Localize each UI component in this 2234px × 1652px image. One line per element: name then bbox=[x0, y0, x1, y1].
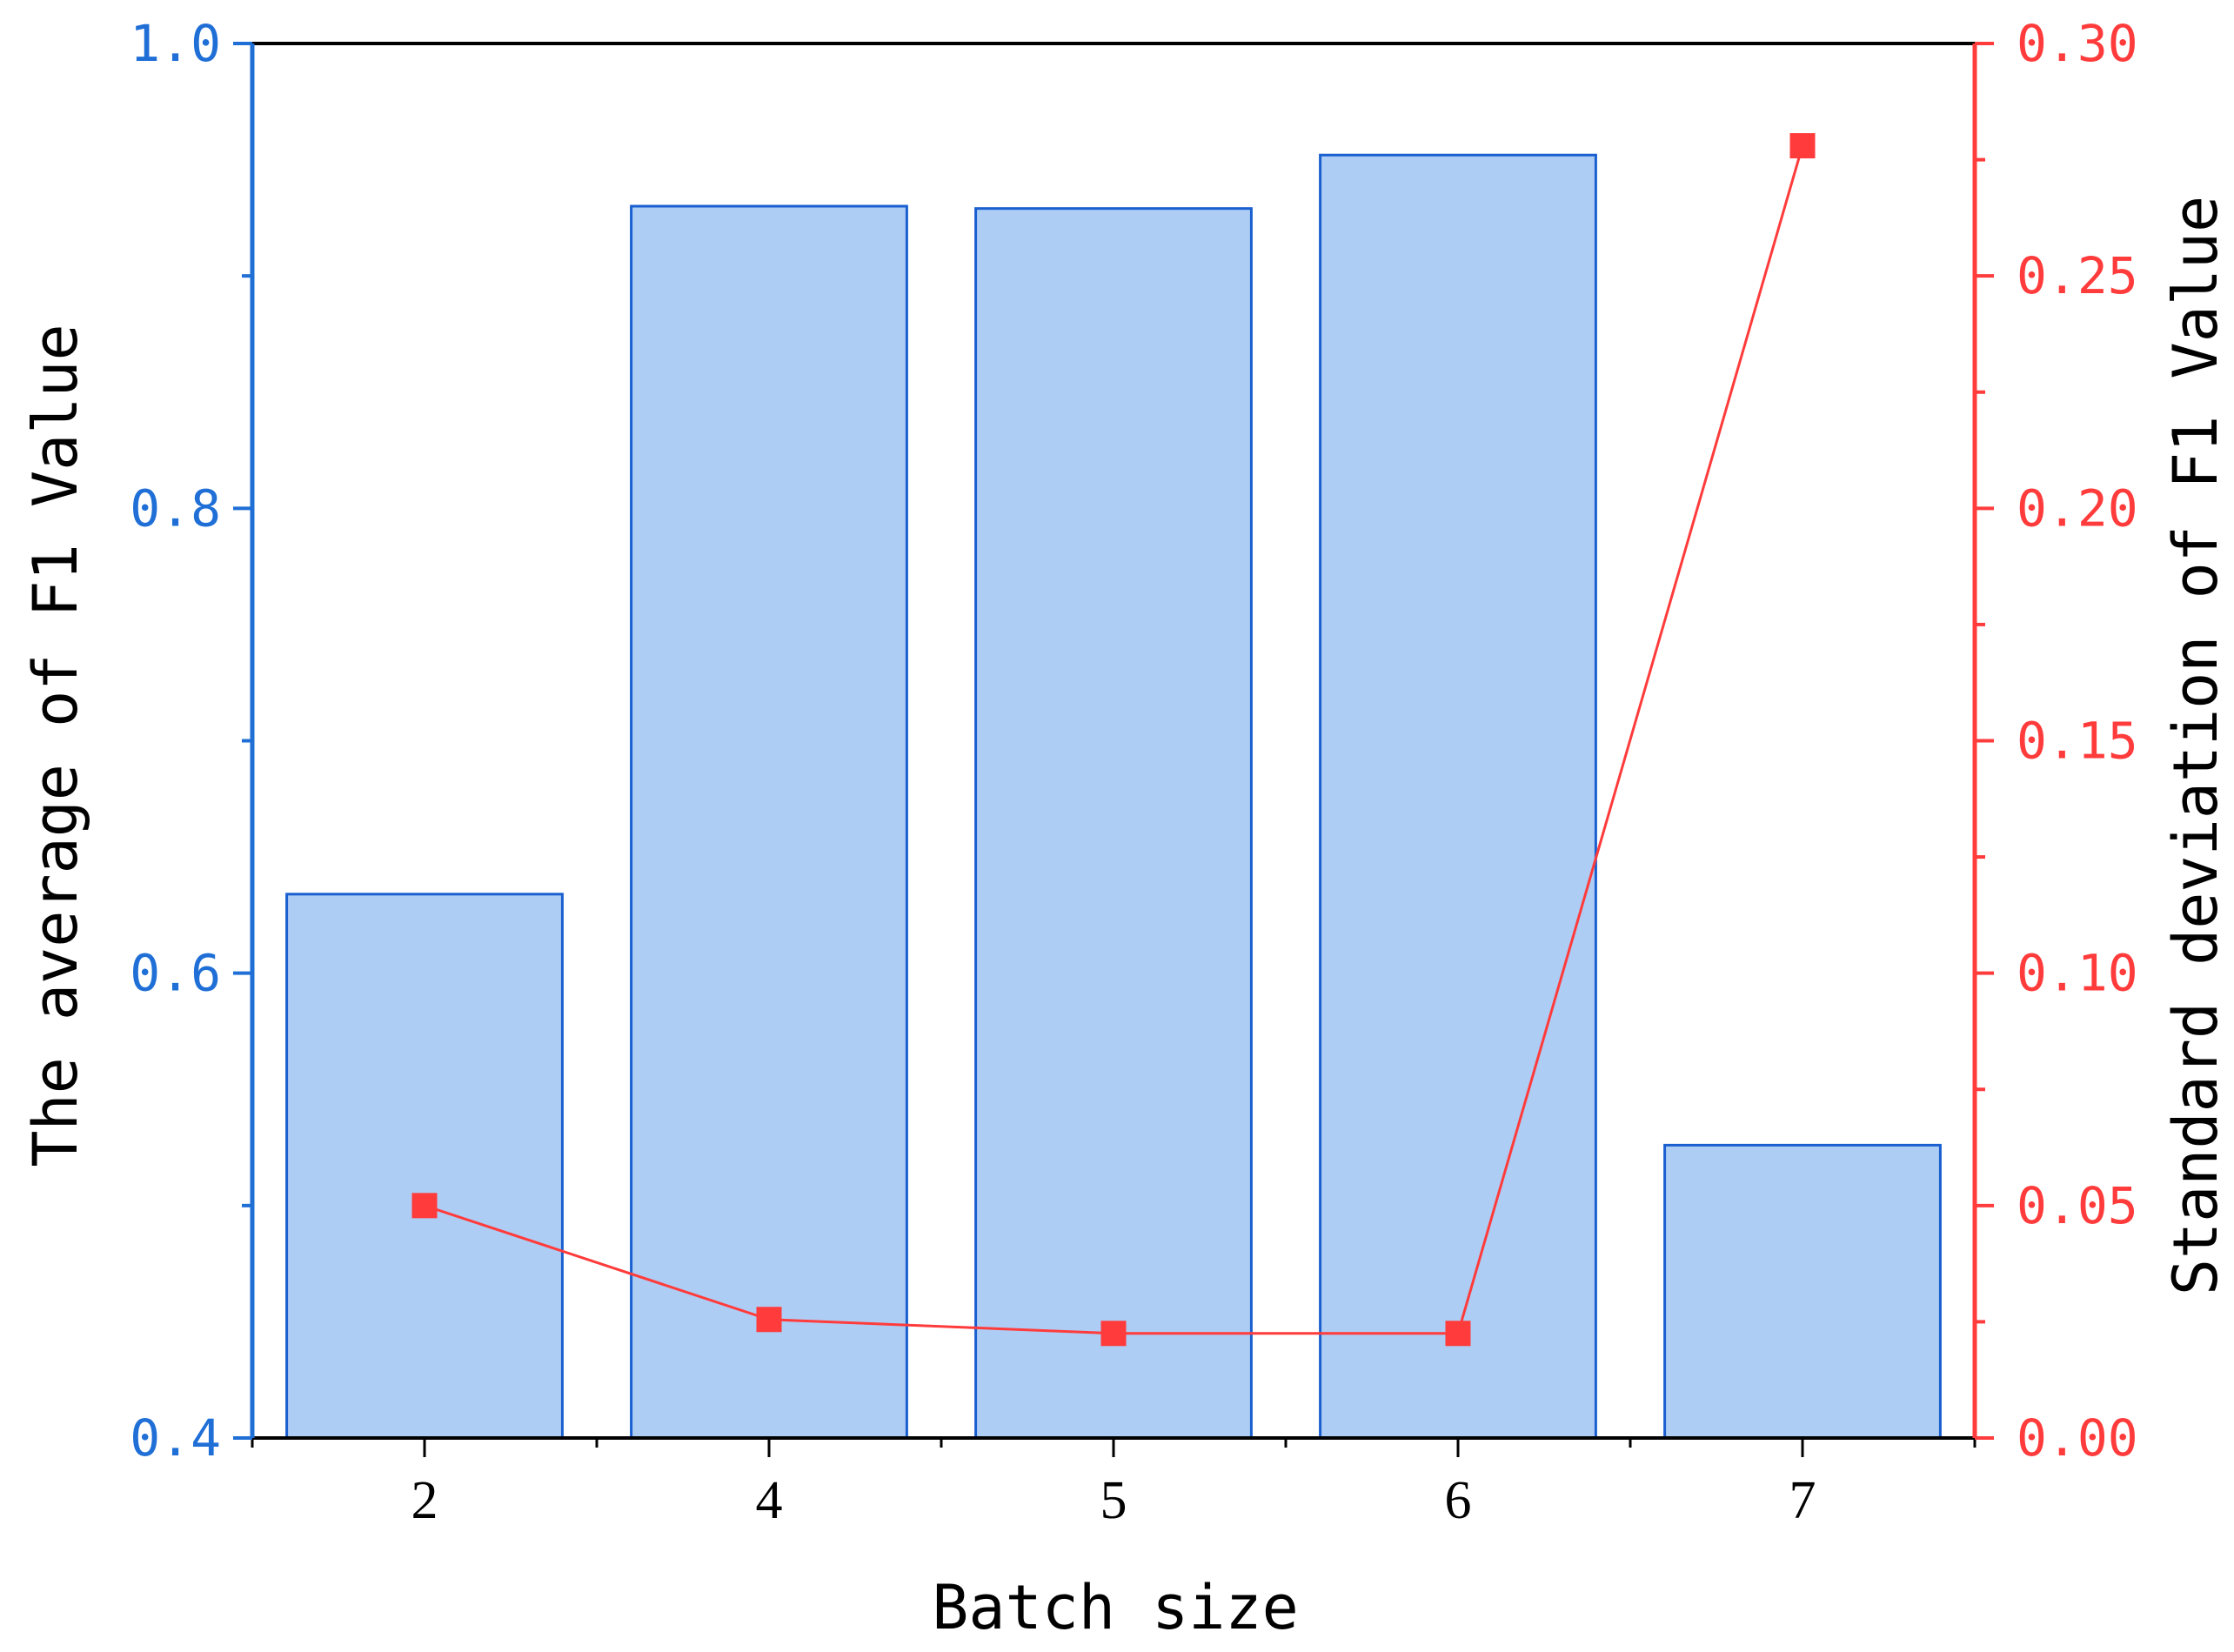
x-tick-label: 5 bbox=[1100, 1471, 1127, 1530]
left-y-tick-label: 0.4 bbox=[130, 1408, 221, 1468]
line-series-group bbox=[411, 133, 1816, 1347]
right-y-tick-label: 0.20 bbox=[2017, 478, 2138, 538]
std-dev-marker-5 bbox=[1100, 1321, 1127, 1347]
x-tick-label: 6 bbox=[1445, 1471, 1472, 1530]
axes-group: 2 4 5 6 7 0.4 0.6 0.8 1.0 0.00 0.05 0.10 0.15 0.20 0.2… bbox=[130, 14, 2137, 1530]
bar-7 bbox=[1663, 1143, 1942, 1440]
x-tick-label: 4 bbox=[756, 1471, 783, 1530]
x-tick-label: 7 bbox=[1789, 1471, 1816, 1530]
right-y-tick-label: 0.10 bbox=[2017, 944, 2138, 1003]
right-y-tick-label: 0.25 bbox=[2017, 246, 2138, 305]
std-dev-marker-7 bbox=[1789, 133, 1816, 159]
right-y-tick-label: 0.00 bbox=[2017, 1408, 2138, 1468]
bar-4 bbox=[630, 204, 908, 1440]
std-dev-marker-6 bbox=[1445, 1321, 1471, 1347]
x-tick-label: 2 bbox=[411, 1471, 438, 1530]
right-y-tick-label: 0.30 bbox=[2017, 14, 2138, 73]
bars-group bbox=[285, 153, 1942, 1440]
bar-2 bbox=[285, 893, 564, 1440]
bar-6 bbox=[1319, 153, 1597, 1440]
right-y-axis-title: Standard deviation of F1 Value bbox=[2160, 196, 2231, 1295]
right-y-tick-label: 0.05 bbox=[2017, 1176, 2138, 1235]
std-dev-marker-4 bbox=[756, 1307, 782, 1333]
bar-5 bbox=[974, 207, 1253, 1440]
std-dev-marker-2 bbox=[411, 1193, 438, 1219]
left-y-tick-label: 0.8 bbox=[130, 478, 221, 538]
x-axis-title: Batch size bbox=[932, 1572, 1298, 1643]
left-y-tick-label: 0.6 bbox=[130, 944, 221, 1003]
right-y-tick-label: 0.15 bbox=[2017, 712, 2138, 771]
left-y-axis-title: The average of F1 Value bbox=[20, 324, 91, 1167]
left-y-tick-label: 1.0 bbox=[130, 14, 221, 73]
